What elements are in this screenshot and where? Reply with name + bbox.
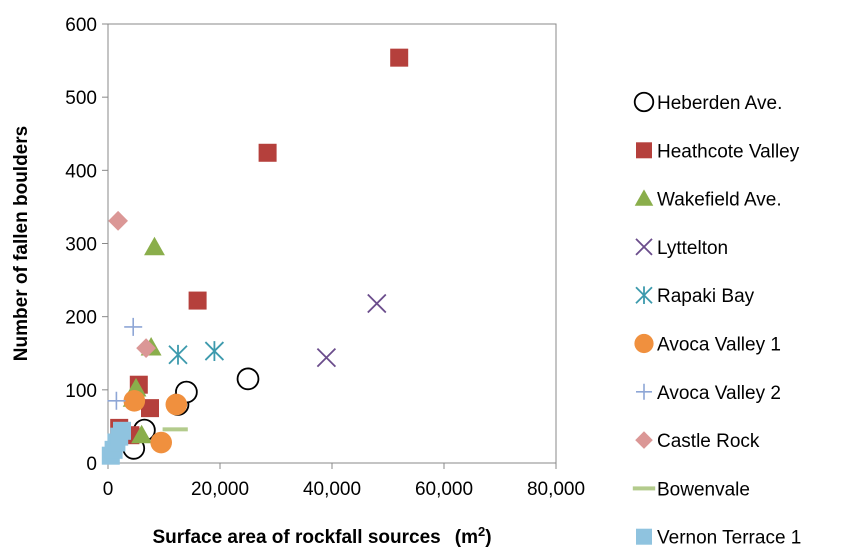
marker-diamond [108,210,128,231]
marker-asterisk [204,341,225,361]
marker-square [188,291,207,310]
y-tick-label: 100 [65,381,97,402]
series-avoca-valley-2 [107,317,143,410]
legend-item: Lyttelton [635,238,728,259]
series-bowenvale [162,427,188,432]
marker-square [636,142,652,159]
legend-item: Rapaki Bay [635,286,755,307]
y-tick-label: 400 [65,161,97,182]
marker-diamond [136,338,156,359]
marker-open-circle [633,91,655,113]
marker-square [258,143,277,162]
y-axis: 0 100 200 300 400 500 600 [65,15,108,475]
marker-square [141,399,159,418]
marker-x [635,238,653,256]
y-tick-label: 200 [65,308,97,329]
marker-diamond [635,431,653,449]
marker-x [367,293,387,314]
marker-plus [636,383,652,400]
y-tick-label: 300 [65,235,97,256]
legend-label: Castle Rock [657,431,760,452]
marker-circle [634,333,654,354]
marker-asterisk [168,344,188,365]
marker-square [390,48,409,67]
legend-label: Avoca Valley 1 [657,335,781,356]
series-castle-rock [108,210,156,359]
legend-item: Avoca Valley 2 [636,383,781,404]
marker-square [636,528,652,545]
marker-circle [150,431,172,454]
x-axis-title-close: ) [485,527,491,548]
legend-item: Wakefield Ave. [634,189,782,211]
marker-plus [107,391,126,410]
x-axis-title-sup: 2 [478,524,485,539]
x-tick-label: 80,000 [527,479,585,500]
marker-open-circle [236,367,260,391]
marker-triangle [131,424,153,444]
marker-triangle [144,236,165,256]
x-tick-label: 20,000 [191,479,249,500]
marker-dash [632,486,656,491]
series-rapaki-bay [168,341,225,365]
y-axis-title: Number of fallen boulders [11,126,32,361]
legend: Heberden Ave. Heathcote Valley Wakefield A… [632,91,801,549]
marker-plus [124,317,143,336]
legend-item: Vernon Terrace 1 [636,528,801,549]
legend-label: Lyttelton [657,238,728,259]
legend-item: Heathcote Valley [636,141,800,162]
x-tick-label: 60,000 [415,479,473,500]
x-tick-label: 0 [103,479,114,500]
legend-label: Heberden Ave. [657,93,782,114]
legend-label: Vernon Terrace 1 [657,528,801,549]
x-axis: 0 20,000 40,000 60,000 80,000 [103,463,585,500]
x-tick-label: 40,000 [303,479,361,500]
series-vernon-terrace-1 [101,421,131,465]
series-avoca-valley-1 [123,390,188,454]
marker-square [113,421,131,440]
plot-area: 0 100 200 300 400 500 600 0 20,000 40,000 60,000 8… [65,15,585,500]
x-axis-title-text: Surface area of rockfall sources [152,527,440,548]
legend-item: Bowenvale [632,479,750,500]
marker-circle [123,390,146,412]
legend-item: Castle Rock [635,431,760,452]
y-tick-label: 500 [65,88,97,109]
legend-label: Wakefield Ave. [657,190,782,211]
marker-circle [165,393,188,416]
marker-triangle [634,189,654,206]
data-markers [101,48,409,465]
x-axis-title: Surface area of rockfall sources (m2) [152,524,491,548]
marker-x [316,348,337,368]
y-tick-label: 0 [86,454,97,475]
marker-dash [162,427,188,432]
y-tick-label: 600 [65,15,97,36]
legend-label: Heathcote Valley [657,141,800,162]
x-axis-title-unit: (m [455,527,478,548]
legend-item: Heberden Ave. [633,91,782,114]
legend-label: Bowenvale [657,479,750,500]
marker-asterisk [635,286,653,304]
legend-label: Rapaki Bay [657,286,755,307]
series-lyttelton [316,293,387,368]
legend-item: Avoca Valley 1 [634,333,781,356]
legend-label: Avoca Valley 2 [657,383,781,404]
